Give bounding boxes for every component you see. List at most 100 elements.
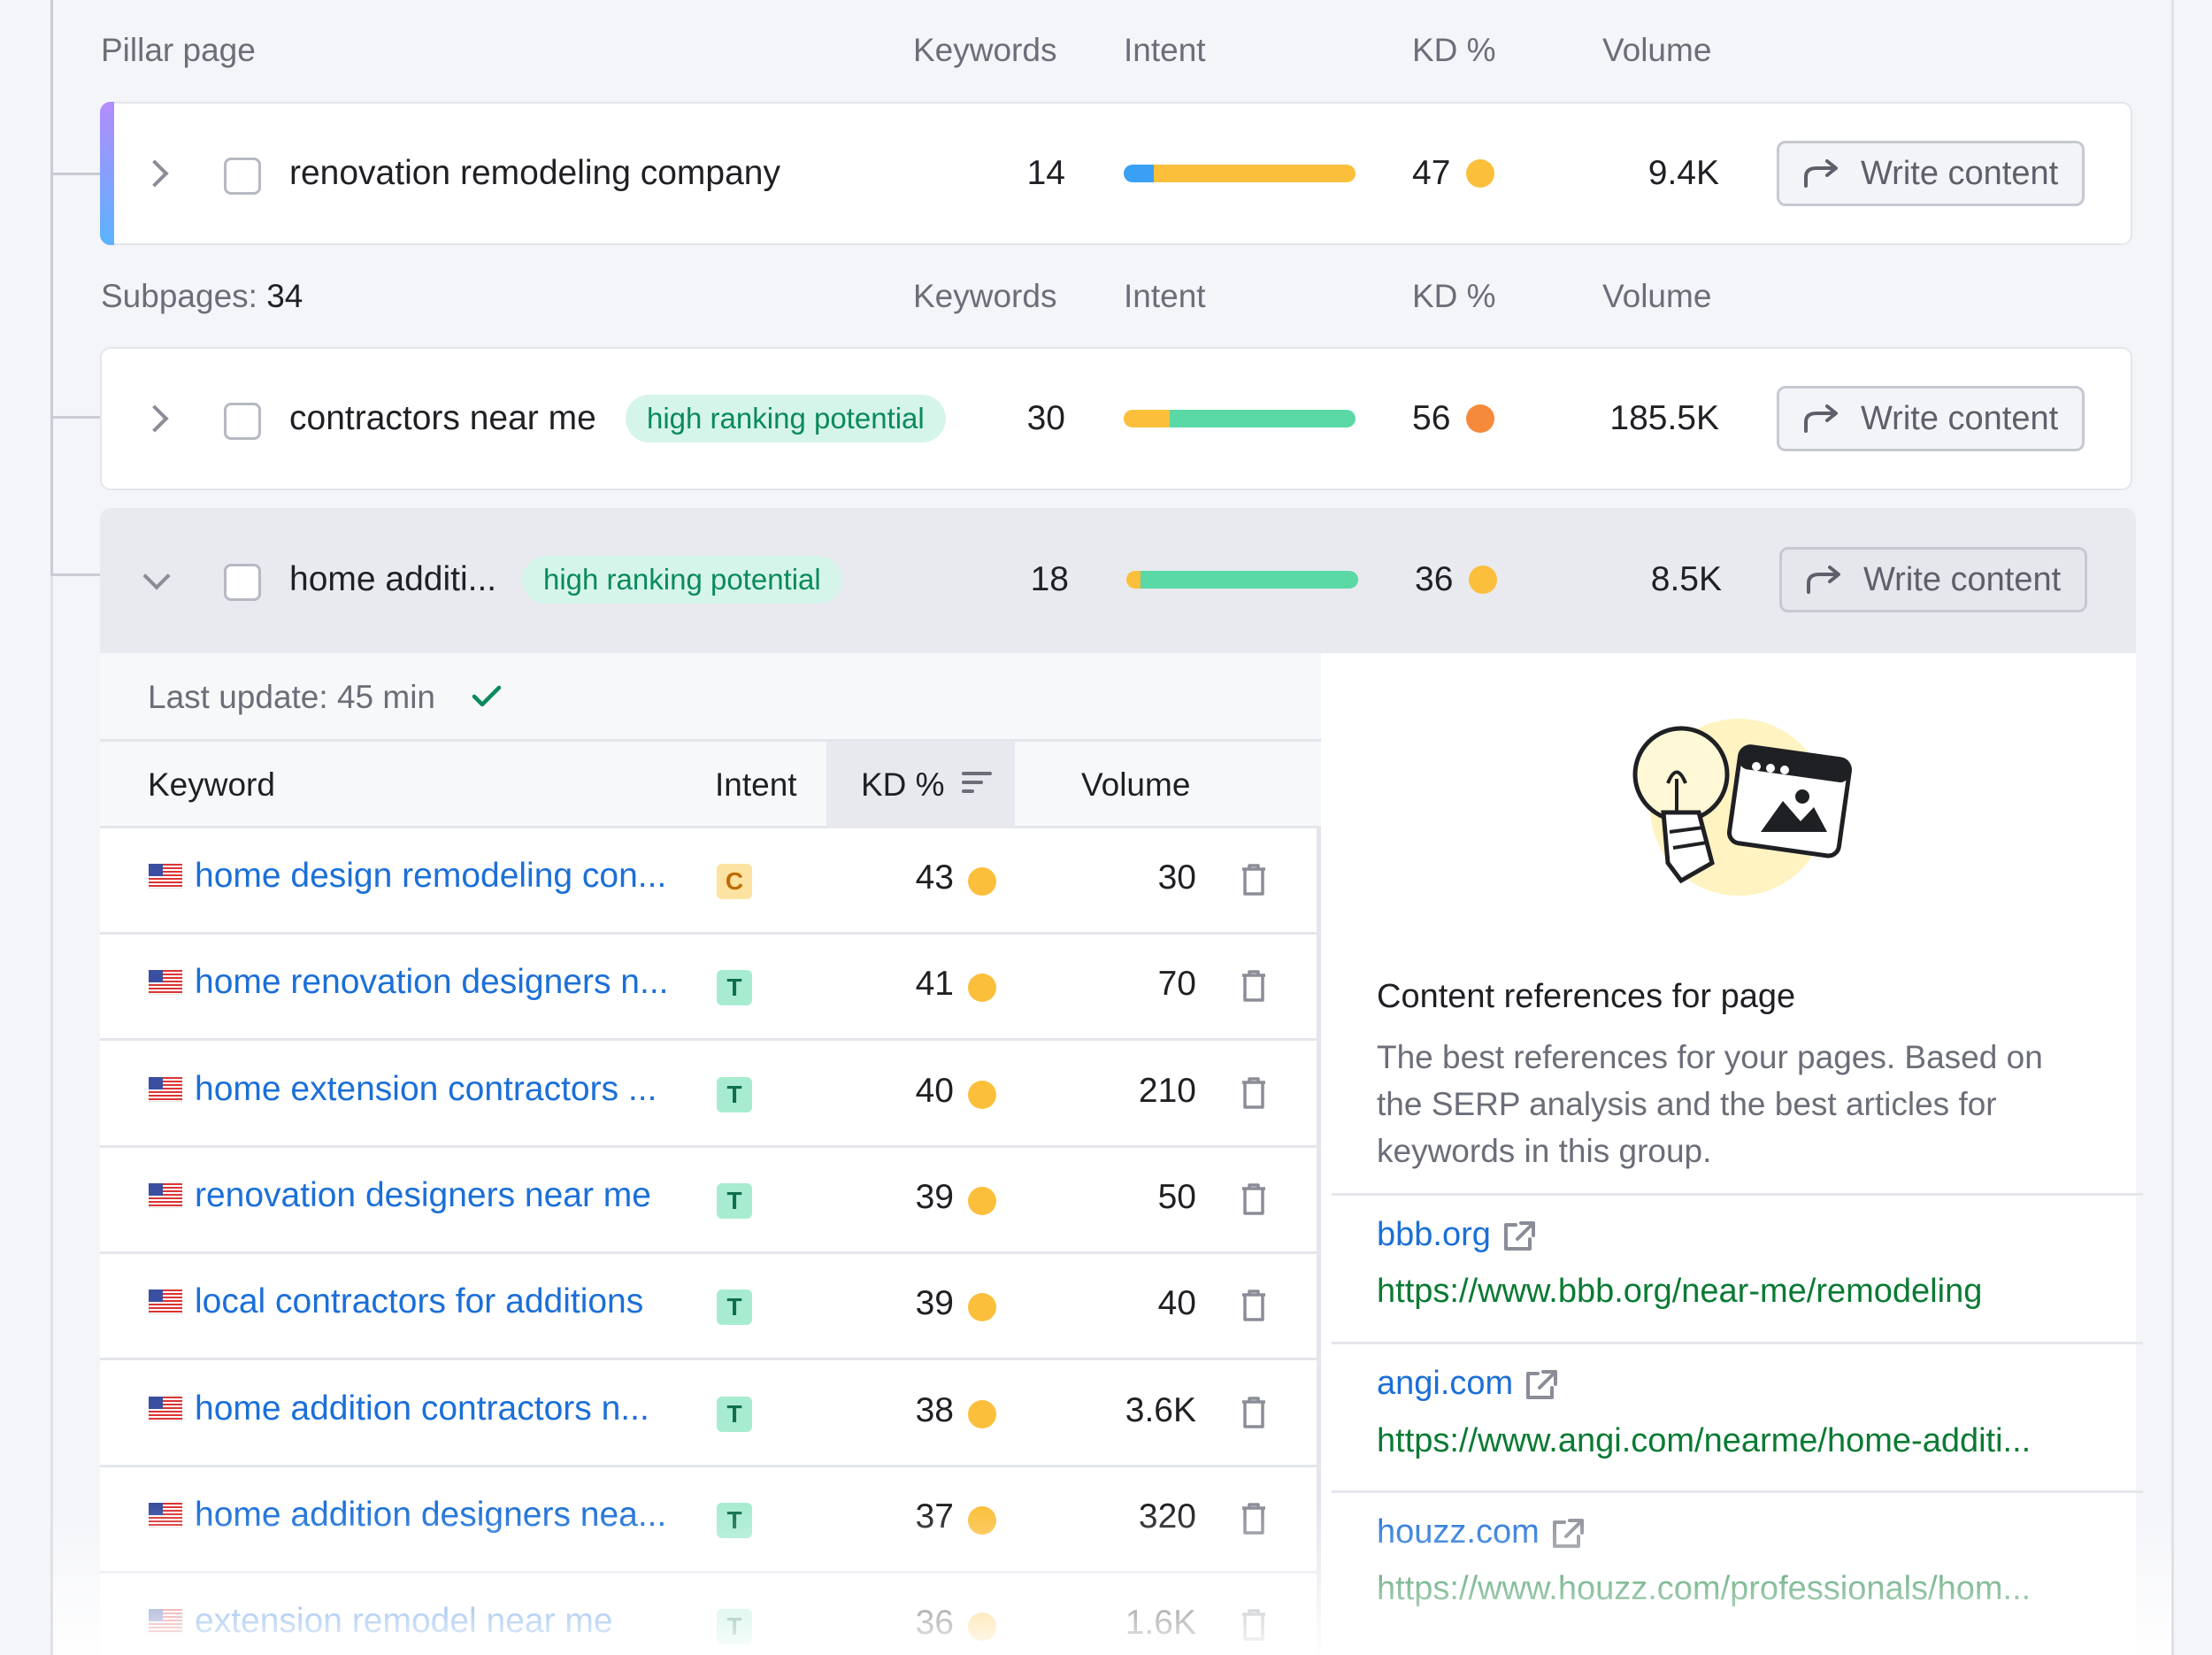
write-content-label: Write content <box>1863 560 2062 598</box>
intent-column-header[interactable]: Intent <box>715 766 797 803</box>
panel-border-right <box>2171 0 2174 1655</box>
kd-difficulty-dot <box>968 1399 996 1428</box>
trash-icon[interactable] <box>1240 1503 1267 1535</box>
sort-icon[interactable] <box>962 770 992 795</box>
intent-chip: T <box>717 1396 752 1432</box>
us-flag-icon <box>149 1289 182 1315</box>
pillar-kd: 47 <box>1412 154 1451 192</box>
intent-segment <box>1124 410 1171 427</box>
trash-icon[interactable] <box>1240 1609 1267 1641</box>
kd-difficulty-dot <box>1466 159 1494 188</box>
subpage-volume: 8.5K <box>1650 560 1722 598</box>
divider <box>1332 1193 2143 1196</box>
us-flag-icon <box>149 1502 182 1528</box>
references-title: Content references for page <box>1377 978 1796 1015</box>
keyword-volume: 70 <box>1157 965 1196 1004</box>
subpage-keywords-count: 30 <box>1026 399 1065 437</box>
intent-chip: T <box>717 1182 752 1219</box>
share-arrow-icon <box>1804 404 1838 433</box>
keyword-table-header <box>100 742 1321 828</box>
reference-domain-link[interactable]: bbb.org <box>1377 1216 1537 1254</box>
volume-column-header[interactable]: Volume <box>1081 766 1191 803</box>
reference-url[interactable]: https://www.bbb.org/near-me/remodeling <box>1377 1273 1983 1310</box>
keyword-column-header[interactable]: Keyword <box>148 766 275 803</box>
kd-difficulty-dot <box>968 1505 996 1535</box>
reference-domain-link[interactable]: houzz.com <box>1377 1513 1586 1551</box>
pillar-keywords-count: 14 <box>1026 154 1065 192</box>
intent-bar <box>1124 165 1356 182</box>
keyword-link[interactable]: home addition designers nea... <box>195 1495 667 1534</box>
trash-icon[interactable] <box>1240 1396 1267 1428</box>
keyword-kd: 36 <box>915 1604 954 1643</box>
pillar-checkbox[interactable] <box>224 158 261 195</box>
kd-column-header: KD % <box>1412 32 1496 68</box>
subpage-checkbox[interactable] <box>224 564 261 601</box>
keyword-kd: 38 <box>915 1390 954 1429</box>
external-link-icon[interactable] <box>1502 1220 1537 1253</box>
kd-difficulty-dot <box>968 1080 996 1109</box>
tree-branch <box>50 173 101 175</box>
keyword-link[interactable]: local contractors for additions <box>195 1282 644 1321</box>
intent-chip: T <box>717 970 752 1006</box>
trash-icon[interactable] <box>1240 970 1267 1003</box>
table-row <box>100 828 1321 935</box>
references-description: The best references for your pages. Base… <box>1377 1039 2043 1169</box>
intent-bar <box>1124 410 1356 427</box>
check-icon <box>472 685 502 707</box>
subpages-heading: Subpages: 34 <box>101 278 303 315</box>
reference-url[interactable]: https://www.angi.com/nearme/home-additi.… <box>1377 1422 2032 1459</box>
subpage-volume: 185.5K <box>1609 399 1719 437</box>
trash-icon[interactable] <box>1240 1289 1267 1321</box>
keyword-link[interactable]: renovation designers near me <box>195 1175 651 1214</box>
trash-icon[interactable] <box>1240 1183 1267 1215</box>
subpage-checkbox[interactable] <box>224 403 261 440</box>
keyword-link[interactable]: home addition contractors n... <box>195 1389 649 1428</box>
intent-chip: T <box>717 1076 752 1112</box>
us-flag-icon <box>149 1396 182 1421</box>
intent-column-header: Intent <box>1124 278 1206 314</box>
subpage-kd: 56 <box>1412 399 1451 437</box>
last-update-text: Last update: 45 min <box>148 679 435 715</box>
kd-difficulty-dot <box>968 974 996 1003</box>
kd-difficulty-dot <box>968 1613 996 1642</box>
panel-border-left <box>50 0 53 1655</box>
keyword-link[interactable]: home design remodeling con... <box>195 857 667 895</box>
divider <box>1332 1342 2143 1344</box>
us-flag-icon <box>149 1076 182 1102</box>
write-content-label: Write content <box>1861 399 2059 437</box>
write-content-button[interactable]: Write content <box>1777 141 2085 206</box>
subpage-name: contractors near me <box>289 399 596 437</box>
table-row <box>100 1042 1321 1148</box>
reference-domain: angi.com <box>1377 1365 1514 1402</box>
intent-segment <box>1140 571 1358 589</box>
kd-difficulty-dot <box>1469 566 1497 594</box>
kd-sorted-column[interactable] <box>826 742 1015 828</box>
intent-segment <box>1154 165 1356 182</box>
kd-column-header: KD % <box>1412 278 1496 314</box>
trash-icon[interactable] <box>1240 1076 1267 1109</box>
intent-chip: T <box>717 1289 752 1326</box>
keyword-volume: 30 <box>1157 858 1196 897</box>
external-link-icon[interactable] <box>1524 1368 1559 1402</box>
external-link-icon[interactable] <box>1550 1517 1586 1551</box>
intent-chip: C <box>717 864 752 899</box>
reference-domain-link[interactable]: angi.com <box>1377 1365 1559 1403</box>
keyword-link[interactable]: home extension contractors ... <box>195 1069 657 1108</box>
intent-segment <box>1124 165 1155 182</box>
keyword-kd: 39 <box>915 1177 954 1216</box>
pillar-page-heading: Pillar page <box>101 32 256 68</box>
keyword-link[interactable]: home renovation designers n... <box>195 963 669 1002</box>
tree-connector <box>50 0 53 575</box>
write-content-button[interactable]: Write content <box>1779 547 2087 612</box>
reference-url[interactable]: https://www.houzz.com/professionals/hom.… <box>1377 1570 2032 1607</box>
trash-icon[interactable] <box>1240 864 1267 896</box>
write-content-button[interactable]: Write content <box>1777 386 2085 451</box>
keyword-link[interactable]: extension remodel near me <box>195 1602 613 1641</box>
intent-chip: T <box>717 1502 752 1538</box>
keyword-volume: 40 <box>1157 1284 1196 1323</box>
intent-column-header: Intent <box>1124 32 1206 68</box>
table-row <box>100 935 1321 1042</box>
table-row <box>100 1148 1321 1254</box>
kd-column-header[interactable]: KD % <box>861 766 945 803</box>
